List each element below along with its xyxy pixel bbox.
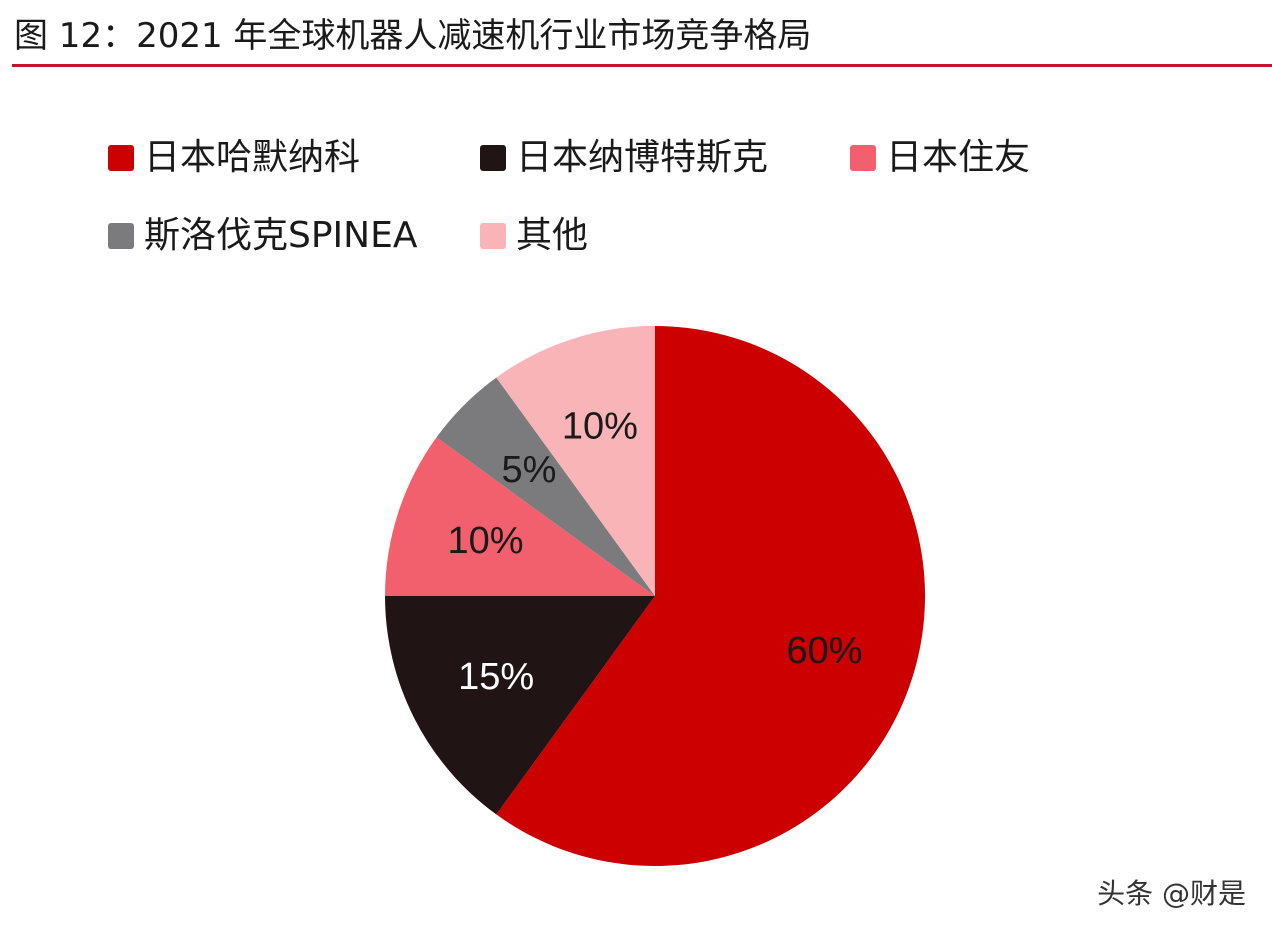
legend-swatch xyxy=(108,145,134,171)
slice-label-0: 60% xyxy=(786,630,862,672)
legend-swatch xyxy=(850,145,876,171)
legend-item-4: 其他 xyxy=(480,214,588,258)
legend-label: 日本住友 xyxy=(886,137,1031,178)
legend-item-0: 日本哈默纳科 xyxy=(108,136,360,180)
legend-label: 其他 xyxy=(516,215,589,256)
pie-slice-4 xyxy=(496,326,655,596)
slice-labels: 60%15%10%5%10% xyxy=(447,406,862,698)
legend-label: 日本哈默纳科 xyxy=(144,137,361,178)
pie-slice-3 xyxy=(436,377,655,596)
legend-label: 日本纳博特斯克 xyxy=(516,137,769,178)
slice-label-1: 15% xyxy=(458,656,534,698)
title-divider xyxy=(12,64,1272,67)
legend-swatch xyxy=(480,145,506,171)
legend-item-3: 斯洛伐克SPINEA xyxy=(108,214,417,258)
pie-slice-0 xyxy=(496,326,926,866)
pie-slices xyxy=(385,326,926,866)
legend-swatch xyxy=(480,223,506,249)
slice-label-3: 5% xyxy=(502,449,557,491)
slice-label-2: 10% xyxy=(447,520,523,562)
watermark: 头条 @财是 xyxy=(1097,877,1246,910)
pie-slice-2 xyxy=(385,437,655,596)
legend-item-2: 日本住友 xyxy=(850,136,1030,180)
legend-swatch xyxy=(108,223,134,249)
legend-label: 斯洛伐克SPINEA xyxy=(144,215,418,256)
legend-item-1: 日本纳博特斯克 xyxy=(480,136,768,180)
slice-label-4: 10% xyxy=(562,406,638,448)
pie-slice-1 xyxy=(385,596,655,815)
figure-title: 图 12：2021 年全球机器人减速机行业市场竞争格局 xyxy=(14,16,812,56)
